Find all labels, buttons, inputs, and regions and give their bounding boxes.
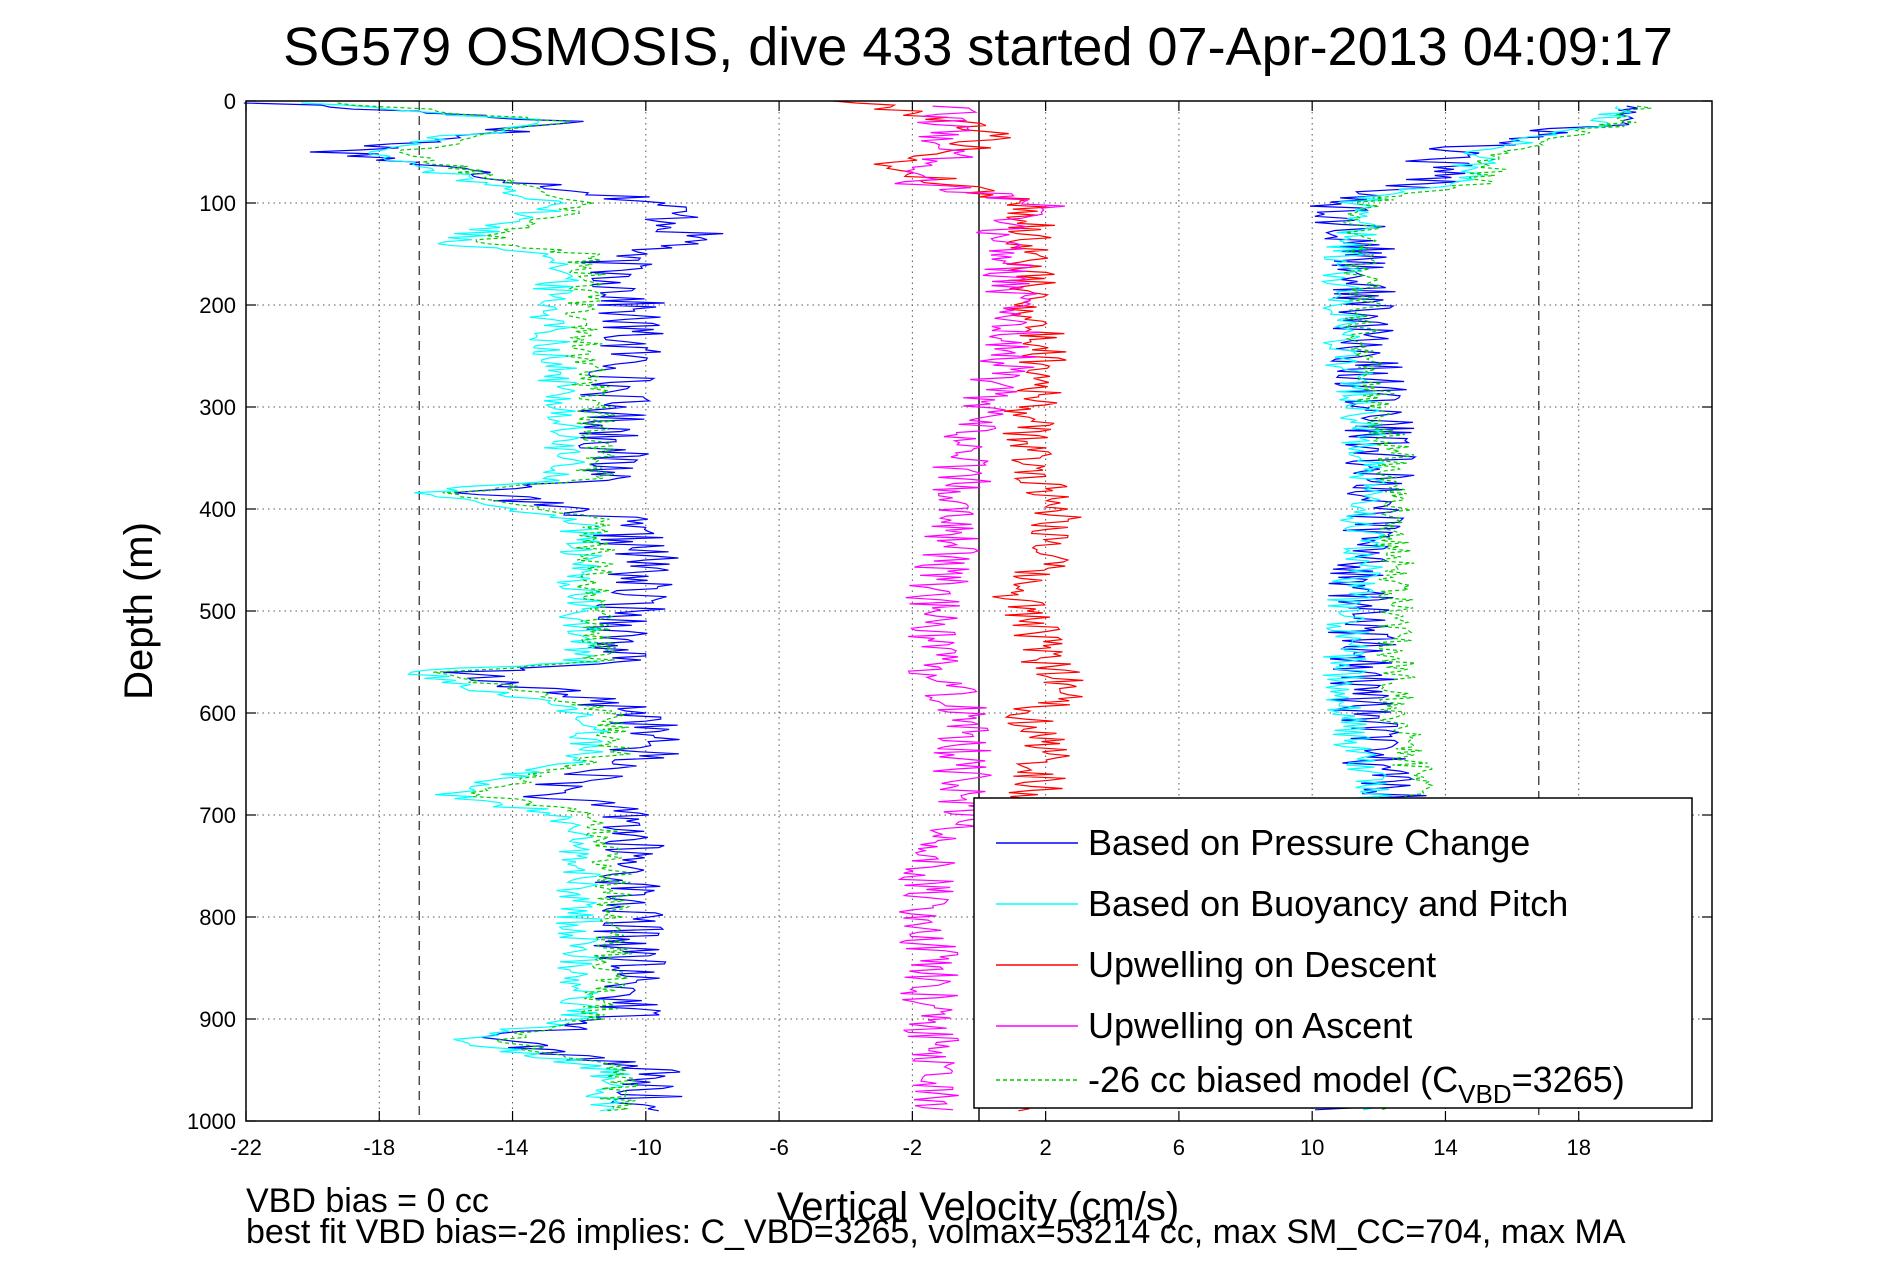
x-axis: -22 -18 -14 -10 -6 -2 2 6 10 14 18: [230, 101, 1591, 1160]
y-tick-label: 300: [199, 395, 236, 420]
legend-box: [973, 797, 1693, 1109]
y-tick-label: 500: [199, 599, 236, 624]
x-tick-label: 10: [1300, 1135, 1324, 1160]
y-tick-label: 0: [224, 89, 236, 114]
legend-label-main: -26 cc biased model (C: [1088, 1059, 1458, 1100]
chart-title: SG579 OSMOSIS, dive 433 started 07-Apr-2…: [283, 17, 1673, 77]
y-tick-label: 1000: [187, 1109, 236, 1134]
legend-label: Upwelling on Ascent: [1088, 1005, 1412, 1046]
legend-label: Upwelling on Descent: [1088, 944, 1436, 985]
y-tick-label: 800: [199, 905, 236, 930]
x-tick-label: -22: [230, 1135, 262, 1160]
legend-label-sub: VBD: [1458, 1079, 1511, 1109]
legend-label: Based on Pressure Change: [1088, 822, 1530, 863]
y-axis: 0 100 200 300 400 500 600 700 800 900 1000: [187, 89, 1712, 1134]
y-tick-label: 700: [199, 803, 236, 828]
x-tick-label: -18: [363, 1135, 395, 1160]
x-tick-label: -10: [630, 1135, 662, 1160]
legend-label: Based on Buoyancy and Pitch: [1088, 883, 1568, 924]
x-tick-label: -14: [497, 1135, 529, 1160]
series-line-ascent: [1343, 105, 1652, 1111]
y-tick-label: 600: [199, 701, 236, 726]
y-tick-label: 200: [199, 293, 236, 318]
x-tick-label: 6: [1173, 1135, 1185, 1160]
series-line-descent: [337, 102, 641, 1112]
x-tick-label: 2: [1040, 1135, 1052, 1160]
footer-line-2: best fit VBD bias=-26 implies: C_VBD=326…: [246, 1213, 1626, 1251]
x-tick-label: 14: [1433, 1135, 1457, 1160]
series-line-descent: [301, 102, 630, 1112]
x-tick-label: -2: [903, 1135, 923, 1160]
y-axis-label: Depth (m): [117, 522, 161, 700]
y-tick-label: 400: [199, 497, 236, 522]
x-tick-label: 18: [1566, 1135, 1590, 1160]
legend-label: -26 cc biased model (CVBD=3265): [1088, 1059, 1625, 1109]
y-tick-label: 900: [199, 1007, 236, 1032]
legend: Based on Pressure Change Based on Buoyanc…: [973, 797, 1693, 1109]
x-axis-label: Vertical Velocity (cm/s): [777, 1185, 1179, 1229]
x-tick-label: -6: [769, 1135, 789, 1160]
y-tick-label: 100: [199, 191, 236, 216]
legend-label-end: =3265): [1512, 1059, 1625, 1100]
series-line-ascent: [894, 105, 1065, 1111]
footer-line-1: VBD bias = 0 cc: [246, 1182, 489, 1220]
